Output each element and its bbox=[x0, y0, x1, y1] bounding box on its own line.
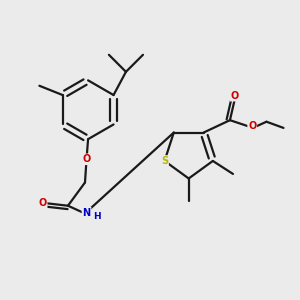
Text: S: S bbox=[161, 156, 168, 166]
Text: O: O bbox=[38, 198, 47, 208]
Text: O: O bbox=[230, 91, 239, 101]
Text: H: H bbox=[93, 212, 100, 221]
Text: N: N bbox=[82, 208, 91, 218]
Text: O: O bbox=[248, 122, 256, 131]
Text: O: O bbox=[82, 154, 91, 164]
